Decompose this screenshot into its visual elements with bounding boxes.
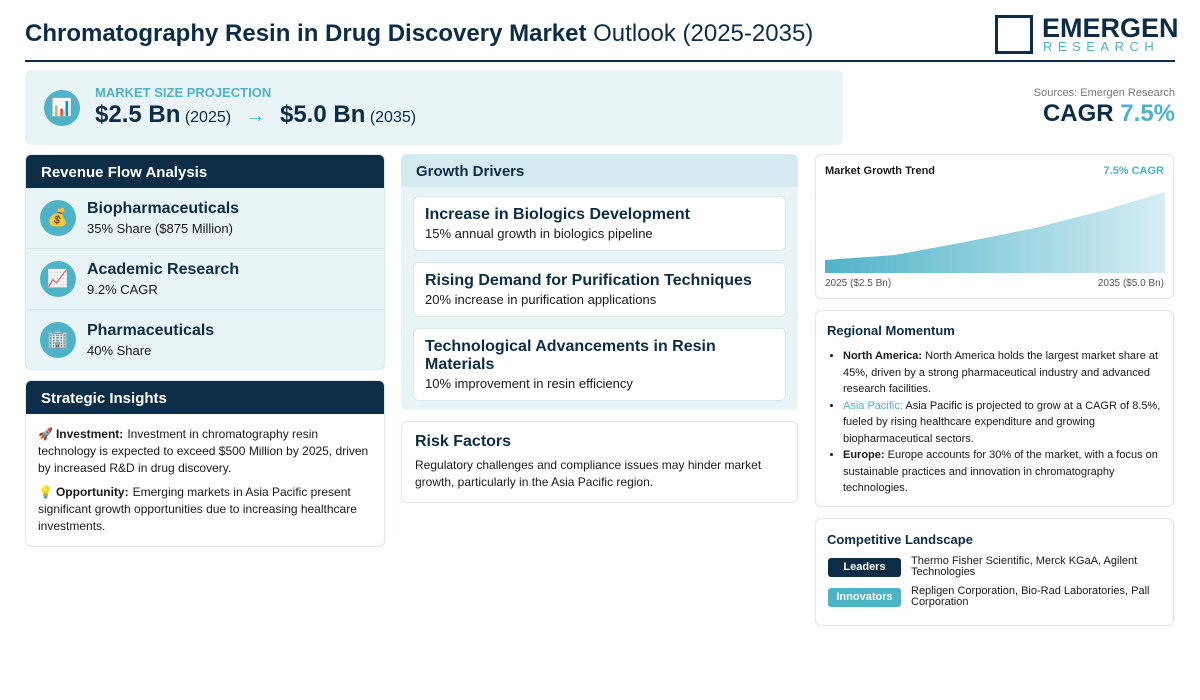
trend-graphic bbox=[825, 192, 1165, 273]
driver-detail: 20% increase in purification application… bbox=[425, 292, 657, 307]
drivers-panel: Growth Drivers Increase in Biologics Dev… bbox=[401, 154, 798, 410]
sources: Sources: Emergen Research bbox=[1033, 87, 1175, 99]
insight-text: Investment in chromatography resin techn… bbox=[38, 427, 369, 475]
driver-title: Rising Demand for Purification Technique… bbox=[425, 272, 752, 289]
revenue-detail: 9.2% CAGR bbox=[87, 282, 158, 297]
title: Chromatography Resin in Drug Discovery M… bbox=[25, 20, 813, 48]
revenue-icon: 🏢 bbox=[40, 322, 76, 358]
rule bbox=[25, 60, 1175, 62]
insights-panel: Strategic Insights 🚀 Investment: Investmen… bbox=[25, 380, 385, 547]
revenue-name: Academic Research bbox=[87, 261, 240, 278]
competitive-panel: Competitive Landscape Leaders Thermo Fish… bbox=[815, 518, 1174, 626]
company-tag: Innovators bbox=[828, 588, 901, 607]
projection: 📊 MARKET SIZE PROJECTION $2.5 Bn (2025) … bbox=[25, 70, 843, 145]
insight: 🚀 Investment: Investment in chromatography… bbox=[38, 426, 372, 477]
insight-icon: 🚀 bbox=[38, 427, 53, 441]
revenue-item: 💰 Biopharmaceuticals 35% Share ($875 Milli… bbox=[26, 188, 384, 249]
region-item: Europe: Europe accounts for 30% of the m… bbox=[843, 447, 1162, 497]
revenue-item: 📈 Academic Research 9.2% CAGR bbox=[26, 249, 384, 310]
revenue-detail: 35% Share ($875 Million) bbox=[87, 221, 233, 236]
projection-values: $2.5 Bn (2025) → $5.0 Bn (2035) bbox=[95, 101, 416, 129]
start-year: (2025) bbox=[184, 109, 232, 126]
revenue-detail: 40% Share bbox=[87, 343, 152, 358]
region-name: Europe: bbox=[843, 449, 885, 461]
company-list: Repligen Corporation, Bio-Rad Laboratori… bbox=[911, 585, 1150, 608]
end-year: (2035) bbox=[369, 109, 417, 126]
projection-label: MARKET SIZE PROJECTION bbox=[95, 85, 272, 100]
region-text: Europe accounts for 30% of the market, w… bbox=[843, 449, 1158, 494]
trend-end: 2035 ($5.0 Bn) bbox=[1097, 278, 1164, 289]
region-name: North America: bbox=[843, 350, 923, 362]
trend-title: Market Growth Trend bbox=[825, 165, 936, 177]
trend-area bbox=[825, 192, 1165, 273]
risk-title: Risk Factors bbox=[415, 433, 512, 450]
revenue-icon: 💰 bbox=[40, 200, 76, 236]
panel-header: Revenue Flow Analysis bbox=[26, 155, 384, 188]
insight-label: Opportunity: bbox=[55, 485, 129, 499]
risk-text: Regulatory challenges and compliance iss… bbox=[415, 458, 762, 489]
logo-bottom: RESEARCH bbox=[1043, 39, 1160, 54]
insight-label: Investment: bbox=[55, 427, 124, 441]
projection-icon: 📊 bbox=[44, 90, 80, 126]
trend-start: 2025 ($2.5 Bn) bbox=[825, 278, 892, 289]
region-text: Asia Pacific is projected to grow at a C… bbox=[843, 399, 1161, 445]
region-item: Asia Pacific: Asia Pacific is projected … bbox=[843, 398, 1162, 448]
driver-card: Rising Demand for Purification Technique… bbox=[413, 262, 786, 317]
driver-title: Technological Advancements in Resin Mate… bbox=[425, 338, 716, 373]
revenue-item: 🏢 Pharmaceuticals 40% Share bbox=[26, 310, 384, 369]
panel-header: Strategic Insights bbox=[26, 381, 384, 414]
region-item: North America: North America holds the l… bbox=[843, 348, 1162, 398]
driver-detail: 10% improvement in resin efficiency bbox=[425, 376, 633, 391]
revenue-name: Pharmaceuticals bbox=[87, 322, 215, 339]
panel-header: Growth Drivers bbox=[401, 154, 798, 187]
driver-detail: 15% annual growth in biologics pipeline bbox=[425, 226, 653, 241]
company-list: Thermo Fisher Scientific, Merck KGaA, Ag… bbox=[911, 555, 1138, 578]
cagr-label: CAGR bbox=[1042, 100, 1114, 127]
logo-top: EMERGEN bbox=[1042, 13, 1179, 43]
insight-icon: 💡 bbox=[38, 485, 53, 499]
risk-panel: Risk Factors Regulatory challenges and c… bbox=[401, 421, 798, 503]
company-tag: Leaders bbox=[828, 558, 901, 577]
logo-mark bbox=[995, 15, 1033, 54]
start-value: $2.5 Bn bbox=[95, 101, 181, 128]
end-value: $5.0 Bn bbox=[279, 101, 366, 128]
driver-card: Increase in Biologics Development 15% ann… bbox=[413, 196, 786, 251]
regional-title: Regional Momentum bbox=[827, 323, 955, 338]
driver-card: Technological Advancements in Resin Mate… bbox=[413, 328, 786, 401]
insight-text: Emerging markets in Asia Pacific present… bbox=[38, 485, 357, 533]
title-bold: Chromatography Resin in Drug Discovery M… bbox=[25, 20, 587, 47]
cagr: CAGR 7.5% bbox=[1043, 100, 1175, 128]
competitive-title: Competitive Landscape bbox=[827, 532, 973, 547]
trend-badge: 7.5% CAGR bbox=[1103, 165, 1164, 177]
revenue-panel: Revenue Flow Analysis 💰 Biopharmaceutical… bbox=[25, 154, 385, 370]
region-name: Asia Pacific: bbox=[843, 399, 903, 412]
cagr-value: 7.5% bbox=[1120, 100, 1175, 127]
regional-list: North America: North America holds the l… bbox=[827, 348, 1162, 497]
arrow: → bbox=[245, 105, 266, 127]
revenue-icon: 📈 bbox=[40, 261, 76, 297]
region-text: North America holds the largest market s… bbox=[843, 350, 1159, 395]
regional-panel: Regional Momentum North America: North A… bbox=[815, 310, 1174, 507]
revenue-name: Biopharmaceuticals bbox=[87, 200, 240, 217]
title-rest: Outlook (2025-2035) bbox=[593, 20, 814, 47]
insight: 💡 Opportunity: Emerging markets in Asia Pa… bbox=[38, 484, 372, 535]
driver-title: Increase in Biologics Development bbox=[425, 206, 690, 223]
trend-panel: Market Growth Trend 7.5% CAGR 2025 ($2.5… bbox=[815, 154, 1174, 299]
